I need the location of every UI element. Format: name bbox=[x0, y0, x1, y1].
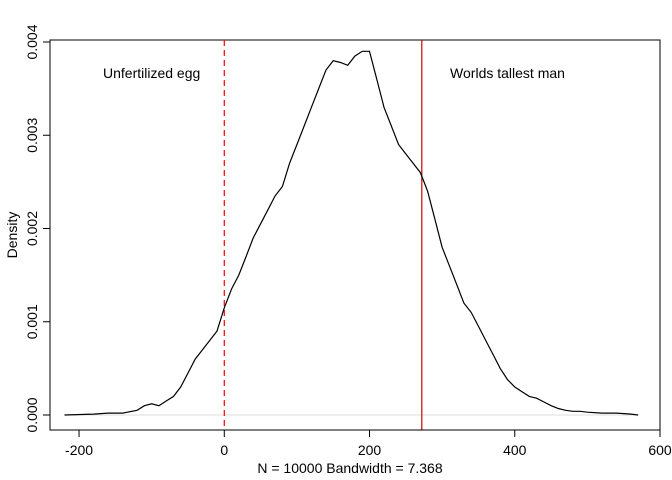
x-axis-label: N = 10000 Bandwidth = 7.368 bbox=[257, 460, 442, 476]
y-axis: 0.000 0.001 0.002 0.003 0.004 bbox=[24, 24, 51, 433]
y-axis-label: Density bbox=[4, 212, 20, 259]
y-tick-label: 0.001 bbox=[24, 304, 40, 339]
x-tick-label: 600 bbox=[648, 442, 672, 458]
annotation-unfertilized-egg: Unfertilized egg bbox=[103, 65, 200, 81]
plot-frame bbox=[49, 39, 661, 431]
x-tick-label: 200 bbox=[358, 442, 382, 458]
x-tick-label: 0 bbox=[220, 442, 228, 458]
y-tick-label: 0.000 bbox=[24, 397, 40, 432]
y-tick-label: 0.002 bbox=[24, 211, 40, 246]
x-tick-label: -200 bbox=[65, 442, 93, 458]
density-curve bbox=[64, 50, 639, 416]
y-tick-label: 0.004 bbox=[24, 24, 40, 59]
y-tick-label: 0.003 bbox=[24, 118, 40, 153]
x-tick-label: 400 bbox=[503, 442, 527, 458]
x-axis: -200 0 200 400 600 bbox=[65, 429, 672, 458]
annotation-worlds-tallest-man: Worlds tallest man bbox=[450, 65, 565, 81]
